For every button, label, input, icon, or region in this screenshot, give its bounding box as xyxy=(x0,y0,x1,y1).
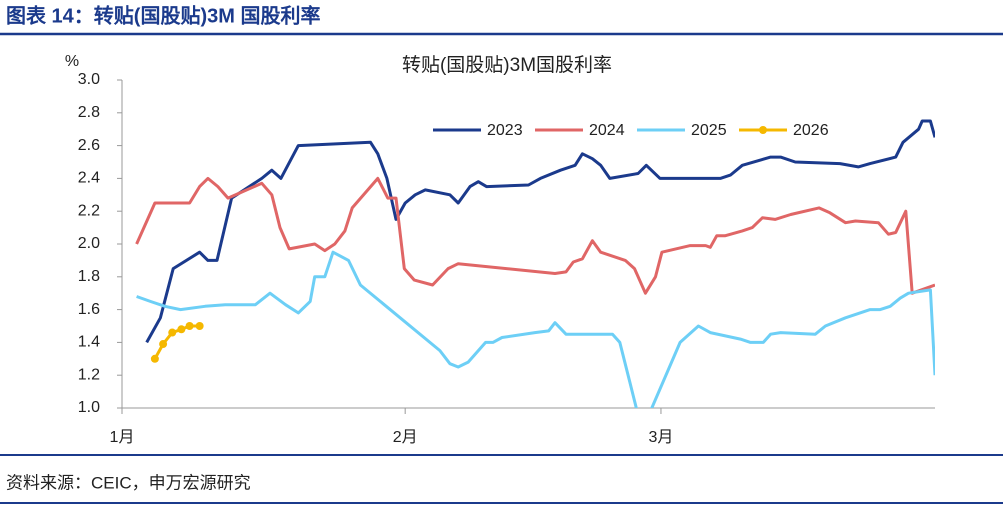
y-tick-label: 2.0 xyxy=(78,235,100,252)
x-tick-label: 3月 xyxy=(649,429,674,446)
series-point xyxy=(177,325,186,334)
series-point xyxy=(185,322,194,330)
x-tick-label: 2月 xyxy=(393,429,418,446)
series-point xyxy=(168,328,177,337)
y-tick-label: 2.6 xyxy=(78,137,100,154)
chart-title: 转贴(国股贴)3M国股利率 xyxy=(402,54,612,76)
y-tick-label: 1.4 xyxy=(78,334,100,351)
y-tick-label: 3.0 xyxy=(78,71,100,88)
y-tick-label: 2.2 xyxy=(78,202,100,219)
y-tick-label: 2.8 xyxy=(78,104,100,121)
legend-label: 2024 xyxy=(589,122,625,139)
source-note: 资料来源：CEIC，申万宏源研究 xyxy=(6,473,251,492)
y-tick-label: 1.0 xyxy=(78,399,100,416)
x-tick-label: 1月 xyxy=(110,429,135,446)
legend-label: 2026 xyxy=(793,122,829,139)
legend-label: 2025 xyxy=(691,122,727,139)
y-tick-label: 1.8 xyxy=(78,268,100,285)
y-tick-label: 1.6 xyxy=(78,301,100,318)
series-point xyxy=(195,322,204,330)
series-point xyxy=(150,354,159,363)
plot-area xyxy=(135,119,935,408)
y-tick-label: 1.2 xyxy=(78,366,100,383)
series-line xyxy=(136,250,935,408)
y-tick-label: 2.4 xyxy=(78,170,100,187)
legend-label: 2023 xyxy=(487,122,523,139)
series-point xyxy=(159,340,168,349)
series-line xyxy=(145,119,935,344)
y-unit: % xyxy=(65,53,79,70)
figure-title: 图表 14：转贴(国股贴)3M 国股利率 xyxy=(6,3,320,27)
legend-marker xyxy=(759,126,767,134)
series-line xyxy=(135,176,935,295)
